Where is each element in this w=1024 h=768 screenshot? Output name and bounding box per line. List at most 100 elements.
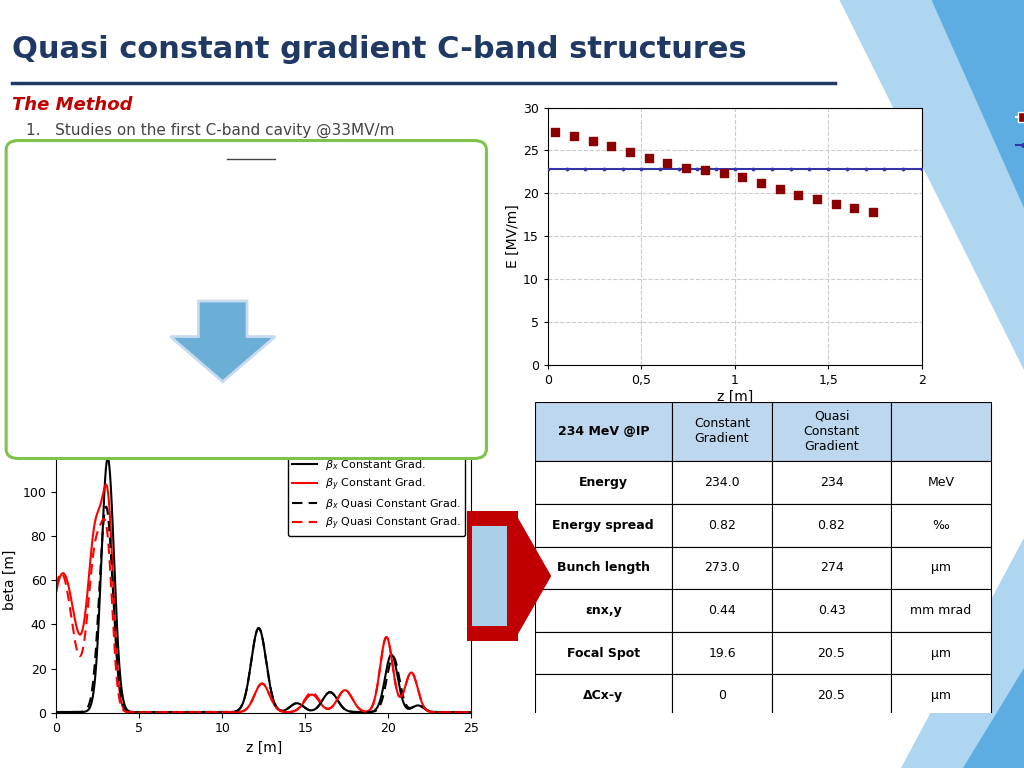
Text: 234 MeV @IP: 234 MeV @IP: [557, 425, 649, 438]
Text: 0.43: 0.43: [818, 604, 846, 617]
Point: [689, 163, 706, 175]
Point: [603, 140, 620, 152]
$\beta_x$ Quasi Constant Grad.: [465, 707, 477, 717]
$\beta_y$ Constant Grad.: [172, 707, 184, 717]
Point: [596, 163, 612, 175]
Bar: [772, 504, 891, 547]
Bar: [535, 589, 672, 632]
Point: [558, 163, 574, 175]
FancyArrow shape: [170, 301, 275, 382]
$\beta_y$ Constant Grad.: [122, 707, 134, 717]
Text: overall: overall: [227, 150, 286, 165]
$\beta_y$ Quasi Constant Grad.: [164, 707, 176, 717]
Text: Quasi
Constant
Gradient: Quasi Constant Gradient: [804, 410, 859, 453]
Text: 0.82: 0.82: [817, 518, 846, 531]
Bar: [535, 402, 672, 462]
Point: [652, 163, 669, 175]
Bar: [672, 462, 772, 504]
$\beta_x$ Quasi Constant Grad.: [97, 516, 110, 525]
Bar: [535, 462, 672, 504]
$\beta_x$ Quasi Constant Grad.: [122, 707, 134, 716]
$\beta_x$ Quasi Constant Grad.: [413, 701, 425, 710]
Point: [857, 163, 873, 175]
Bar: [672, 632, 772, 674]
Point: [614, 163, 631, 175]
Bar: [672, 402, 772, 462]
Text: 20.5: 20.5: [817, 689, 846, 702]
Text: 2.   Studies on the: 2. Studies on the: [26, 150, 170, 165]
Text: 273.0: 273.0: [705, 561, 740, 574]
FancyBboxPatch shape: [467, 511, 518, 641]
$\beta_y$ Constant Grad.: [465, 707, 477, 717]
Point: [696, 164, 713, 177]
Point: [633, 163, 649, 175]
Point: [820, 163, 837, 175]
Bar: [772, 462, 891, 504]
Bar: [535, 547, 672, 589]
Text: 274: 274: [819, 561, 844, 574]
$\beta_y$ Constant Grad.: [210, 707, 222, 717]
$\beta_y$ Constant Grad.: [457, 707, 469, 717]
$\beta_x$ Constant Grad.: [210, 707, 222, 717]
Text: Energy spread: Energy spread: [552, 518, 654, 531]
Bar: [535, 504, 672, 547]
Bar: [772, 632, 891, 674]
Text: 0.82: 0.82: [709, 518, 736, 531]
Text: A “quick” matching of the beamline is: A “quick” matching of the beamline is: [88, 154, 403, 171]
$\beta_y$ Quasi Constant Grad.: [457, 707, 469, 717]
$\beta_y$ Quasi Constant Grad.: [50, 581, 62, 591]
Text: needed: needed: [215, 176, 276, 194]
Bar: [891, 547, 991, 589]
Point: [839, 163, 855, 175]
$\beta_y$ Quasi Constant Grad.: [122, 707, 134, 717]
Bar: [891, 504, 991, 547]
Point: [566, 130, 583, 142]
Point: [865, 206, 882, 218]
Text: 0: 0: [718, 689, 726, 702]
Text: 20.5: 20.5: [817, 647, 846, 660]
Text: Energy: Energy: [579, 476, 628, 489]
Point: [622, 146, 638, 158]
$\beta_y$ Constant Grad.: [413, 687, 425, 696]
Point: [877, 163, 893, 175]
$\beta_x$ Constant Grad.: [122, 707, 134, 716]
Point: [578, 163, 594, 175]
$\beta_x$ Constant Grad.: [50, 707, 62, 717]
$\beta_x$ Constant Grad.: [97, 502, 110, 511]
Line: $\beta_y$ Quasi Constant Grad.: $\beta_y$ Quasi Constant Grad.: [56, 519, 471, 712]
Legend: $\beta_x$ Constant Grad., $\beta_y$ Constant Grad., $\beta_x$ Quasi Constant Gra: $\beta_x$ Constant Grad., $\beta_y$ Cons…: [288, 453, 466, 536]
$\beta_x$ Quasi Constant Grad.: [50, 707, 62, 717]
$\beta_x$ Constant Grad.: [465, 707, 477, 717]
Point: [846, 202, 862, 214]
$\beta_y$ Constant Grad.: [99, 480, 112, 489]
Text: εnx,y: εnx,y: [585, 604, 622, 617]
Point: [671, 163, 687, 175]
Point: [791, 189, 807, 201]
Line: $\beta_x$ Quasi Constant Grad.: $\beta_x$ Quasi Constant Grad.: [56, 507, 471, 712]
Point: [771, 183, 787, 195]
Y-axis label: beta [m]: beta [m]: [3, 550, 17, 611]
Text: mm mrad: mm mrad: [910, 604, 972, 617]
$\beta_x$ Quasi Constant Grad.: [162, 707, 174, 717]
X-axis label: z [m]: z [m]: [717, 389, 753, 404]
$\beta_y$ Constant Grad.: [227, 707, 240, 717]
$\beta_y$ Quasi Constant Grad.: [465, 707, 477, 717]
Text: for the 234 MeV electron beam.: for the 234 MeV electron beam.: [74, 174, 317, 190]
Bar: [772, 674, 891, 717]
Text: Quasi constant gradient C-band structures: Quasi constant gradient C-band structure…: [12, 35, 748, 64]
Bar: [772, 547, 891, 589]
$\beta_y$ Quasi Constant Grad.: [97, 515, 110, 524]
Line: $\beta_y$ Constant Grad.: $\beta_y$ Constant Grad.: [56, 485, 471, 712]
Text: Bunch length: Bunch length: [557, 561, 650, 574]
$\beta_x$ Quasi Constant Grad.: [227, 707, 240, 717]
$\beta_x$ Constant Grad.: [457, 707, 469, 717]
Point: [547, 125, 563, 137]
$\beta_x$ Constant Grad.: [160, 707, 172, 717]
FancyBboxPatch shape: [472, 526, 507, 626]
Legend: 17 pieces, constant
gradient: 17 pieces, constant gradient: [1011, 106, 1024, 164]
Line: $\beta_x$ Constant Grad.: $\beta_x$ Constant Grad.: [56, 458, 471, 712]
Polygon shape: [514, 511, 551, 641]
$\beta_x$ Quasi Constant Grad.: [457, 707, 469, 717]
Point: [659, 157, 676, 170]
Point: [708, 163, 724, 175]
